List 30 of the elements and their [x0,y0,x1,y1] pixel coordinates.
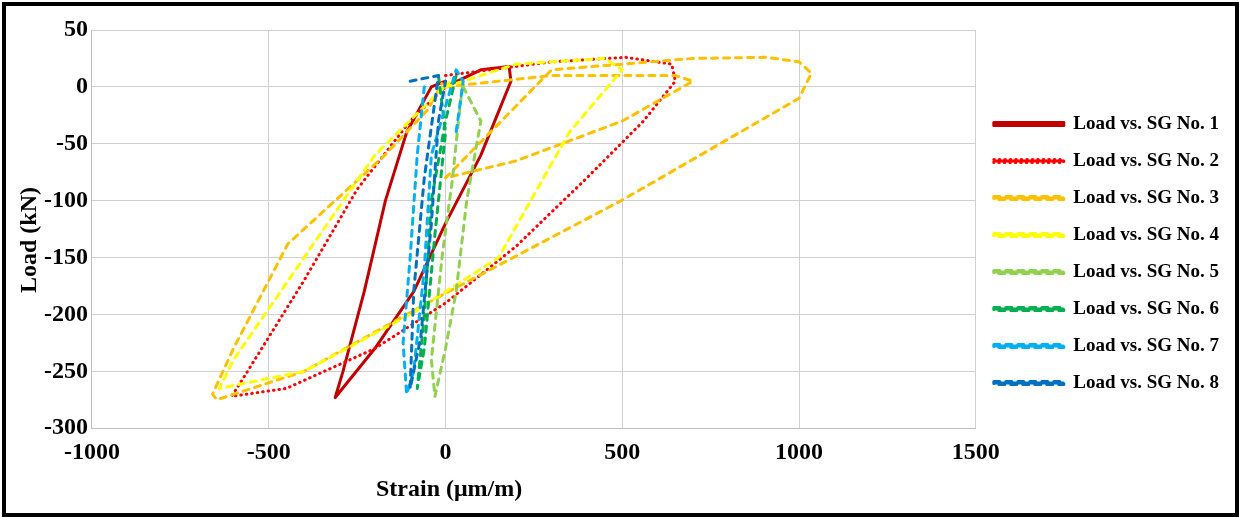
line-series [230,55,677,398]
y-tick-label: 50 [63,15,88,42]
legend-label: Load vs. SG No. 6 [1073,296,1219,318]
x-tick-label: -1000 [63,437,120,464]
y-tick-label: -300 [43,413,88,440]
legend-label: Load vs. SG No. 1 [1073,111,1219,133]
x-tick-label: -500 [246,437,291,464]
line-series [415,74,458,390]
y-axis-title: Load (kN) [14,186,42,294]
y-tick-label: -100 [43,185,88,212]
y-tick-label: -200 [43,299,88,326]
legend-label: Load vs. SG No. 5 [1073,259,1219,281]
legend-label: Load vs. SG No. 4 [1073,222,1220,244]
y-tick-label: -150 [43,242,88,269]
legend-label: Load vs. SG No. 3 [1073,185,1219,207]
x-tick-label: 1500 [951,437,1000,464]
x-tick-label: 0 [439,437,452,464]
line-series [408,74,448,390]
line-series [401,68,465,396]
x-axis-title: Strain (μm/m) [376,475,523,502]
legend-label: Load vs. SG No. 8 [1073,370,1219,392]
x-tick-label: 500 [604,437,641,464]
legend-label: Load vs. SG No. 7 [1073,333,1220,355]
y-tick-label: -250 [43,356,88,383]
legend-label: Load vs. SG No. 2 [1073,148,1219,170]
y-tick-label: -50 [55,128,88,155]
x-tick-label: 1000 [775,437,824,464]
line-series [217,56,624,390]
y-tick-label: 0 [75,72,88,99]
line-series [211,55,813,402]
